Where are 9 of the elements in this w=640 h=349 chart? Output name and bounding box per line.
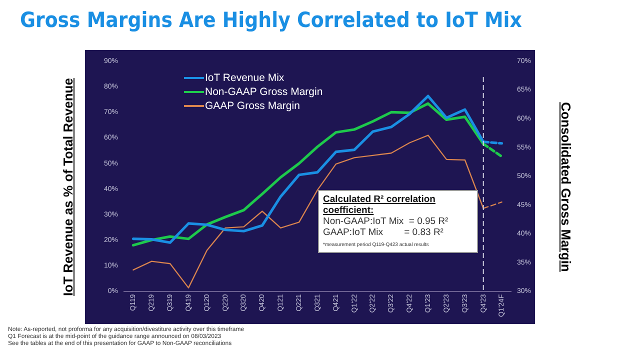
y2-axis-title: Consolidated Gross Margin bbox=[558, 102, 574, 272]
y-axis-title: IoT Revenue as % of Total Revenue bbox=[60, 78, 76, 296]
annotation: Calculated R² correlation coefficient: bbox=[323, 194, 436, 216]
legend-label: IoT Revenue Mix bbox=[205, 72, 285, 84]
legend-label: GAAP Gross Margin bbox=[205, 100, 300, 112]
legend-label: Non-GAAP Gross Margin bbox=[205, 86, 323, 98]
chart-title: Gross Margins Are Highly Correlated to IoT Mix bbox=[20, 8, 522, 32]
annotation: GAAP:IoT Mix = 0.83 R² bbox=[323, 227, 444, 238]
annotation: Non-GAAP:IoT Mix = 0.95 R² bbox=[323, 216, 450, 227]
